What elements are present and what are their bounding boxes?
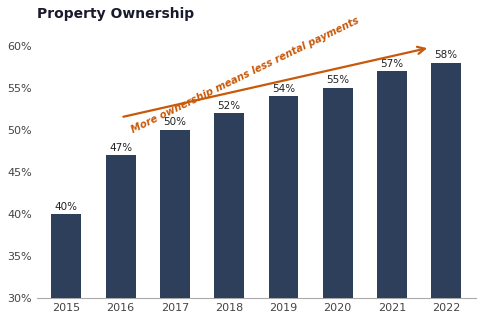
- Text: 57%: 57%: [381, 59, 403, 68]
- Bar: [323, 88, 353, 320]
- Bar: [431, 63, 461, 320]
- Text: 55%: 55%: [326, 76, 349, 85]
- Text: 47%: 47%: [109, 143, 132, 153]
- Text: 52%: 52%: [218, 100, 241, 111]
- Bar: [160, 130, 190, 320]
- Bar: [52, 214, 81, 320]
- Text: Property Ownership: Property Ownership: [37, 7, 194, 21]
- Text: 40%: 40%: [55, 202, 78, 212]
- Text: 50%: 50%: [163, 117, 186, 127]
- Text: 58%: 58%: [435, 50, 458, 60]
- Bar: [106, 155, 136, 320]
- Bar: [214, 113, 244, 320]
- Text: More ownership means less rental payments: More ownership means less rental payment…: [130, 15, 361, 135]
- Text: 54%: 54%: [272, 84, 295, 94]
- Bar: [377, 71, 407, 320]
- Bar: [269, 96, 298, 320]
